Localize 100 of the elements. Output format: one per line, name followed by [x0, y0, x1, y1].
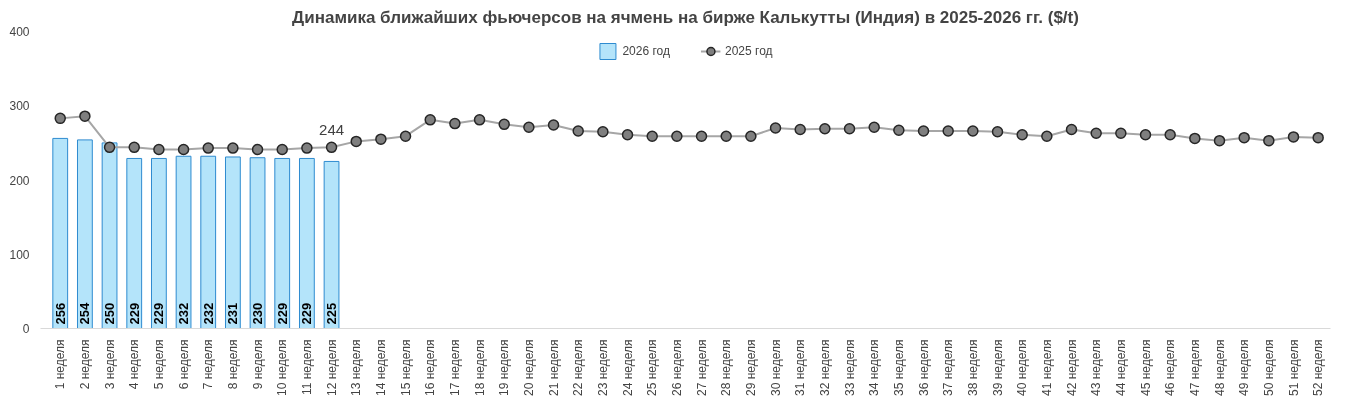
point — [1090, 127, 1102, 139]
data-label: 231 — [225, 302, 241, 325]
x-tick-label: 20 неделя — [521, 339, 536, 396]
bar — [175, 155, 192, 329]
point — [671, 130, 683, 142]
x-tick-label: 50 неделя — [1261, 339, 1276, 396]
bar — [52, 137, 69, 329]
y-tick-label: 300 — [9, 99, 30, 114]
point — [1164, 128, 1176, 141]
point — [621, 128, 634, 141]
data-label: 232 — [200, 302, 216, 325]
x-tick-label: 29 неделя — [743, 339, 758, 396]
point — [1016, 128, 1028, 141]
point — [523, 121, 535, 134]
point — [769, 122, 782, 134]
point — [202, 142, 214, 154]
bar — [249, 157, 266, 329]
data-label: 244 — [319, 121, 345, 139]
data-label: 225 — [324, 302, 340, 325]
x-tick-label: 32 неделя — [817, 339, 832, 396]
point — [597, 126, 609, 138]
x-tick-label: 47 неделя — [1187, 339, 1202, 396]
point — [843, 123, 856, 135]
x-tick-label: 14 неделя — [373, 339, 388, 396]
x-tick-label: 3 неделя — [102, 339, 117, 390]
point — [153, 143, 165, 156]
x-tick-label: 18 неделя — [472, 339, 487, 396]
x-tick-label: 48 неделя — [1212, 339, 1227, 396]
data-label: 256 — [52, 302, 68, 325]
point — [1139, 128, 1152, 141]
x-tick-label: 31 неделя — [793, 339, 808, 396]
point — [473, 114, 486, 126]
x-tick-label: 24 неделя — [620, 339, 635, 396]
x-tick-label: 39 неделя — [990, 339, 1005, 396]
x-tick-label: 43 неделя — [1089, 339, 1104, 396]
x-tick-label: 42 неделя — [1064, 339, 1079, 396]
point — [547, 119, 560, 131]
x-tick-label: 52 неделя — [1311, 339, 1326, 396]
point — [128, 141, 140, 154]
x-tick-label: 23 неделя — [595, 339, 610, 396]
point — [177, 143, 190, 156]
y-tick-label: 200 — [9, 173, 30, 188]
x-tick-label: 22 неделя — [571, 339, 586, 396]
x-tick-label: 15 неделя — [398, 339, 413, 396]
point — [375, 133, 387, 145]
x-tick-label: 25 неделя — [645, 339, 660, 396]
x-tick-label: 21 неделя — [546, 339, 561, 396]
point — [991, 126, 1004, 138]
x-tick-label: 9 неделя — [250, 339, 265, 390]
point — [1213, 134, 1226, 147]
point — [1287, 131, 1300, 143]
point — [1312, 131, 1324, 144]
y-tick-label: 0 — [22, 322, 30, 336]
x-tick-label: 40 неделя — [1015, 339, 1030, 396]
x-tick-label: 17 неделя — [447, 339, 462, 396]
bar — [77, 139, 93, 329]
point — [720, 130, 732, 142]
data-label: 230 — [250, 302, 266, 325]
x-tick-label: 36 неделя — [916, 339, 931, 396]
bar — [274, 157, 291, 329]
bar — [126, 157, 143, 329]
x-tick-label: 11 неделя — [299, 339, 314, 396]
x-tick-label: 6 неделя — [176, 339, 191, 390]
x-tick-label: 7 неделя — [201, 339, 216, 390]
x-tick-label: 10 неделя — [275, 339, 290, 396]
point — [399, 130, 412, 142]
data-label: 250 — [102, 302, 118, 325]
x-tick-label: 2 неделя — [77, 339, 92, 390]
x-tick-label: 44 неделя — [1113, 339, 1128, 396]
bar — [323, 160, 340, 329]
data-label: 229 — [299, 302, 315, 325]
point — [646, 130, 658, 142]
point — [449, 117, 461, 130]
point — [424, 114, 436, 126]
x-tick-label: 33 неделя — [842, 339, 857, 396]
point — [498, 118, 510, 131]
bar — [298, 157, 315, 329]
x-tick-label: 12 неделя — [324, 339, 339, 396]
legend-label: 2025 год — [725, 44, 773, 58]
data-label: 232 — [176, 302, 192, 325]
data-label: 229 — [274, 302, 290, 325]
point — [942, 125, 954, 137]
x-tick-label: 5 неделя — [151, 339, 166, 390]
point — [695, 130, 708, 142]
data-label: 229 — [126, 302, 142, 325]
point — [572, 125, 584, 137]
x-tick-label: 19 неделя — [497, 339, 512, 396]
point — [251, 143, 264, 156]
point — [1238, 131, 1250, 144]
x-tick-label: 1 неделя — [53, 339, 68, 390]
point — [350, 135, 362, 148]
x-tick-label: 34 неделя — [867, 339, 882, 396]
point — [227, 142, 239, 154]
point — [1041, 130, 1053, 142]
x-tick-label: 27 неделя — [694, 339, 709, 396]
x-tick-label: 8 неделя — [225, 339, 240, 390]
x-tick-label: 38 неделя — [965, 339, 980, 396]
x-tick-label: 4 неделя — [127, 339, 142, 390]
point — [1115, 127, 1127, 139]
bar — [101, 142, 118, 329]
